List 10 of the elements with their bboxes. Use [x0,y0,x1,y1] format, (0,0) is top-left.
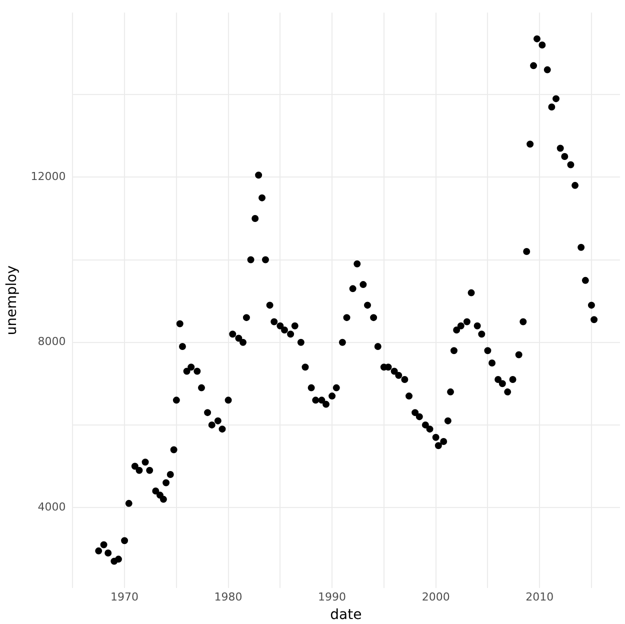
x-axis-title: date [330,607,362,624]
x-tick-label: 1990 [318,590,346,604]
y-axis-title: unemploy [4,265,20,336]
y-tick-label: 12000 [30,170,66,184]
x-tick-label: 1970 [110,590,139,604]
y-tick-label: 4000 [38,500,66,514]
x-tick-label: 2010 [526,590,554,604]
x-tick-label: 2000 [422,590,450,604]
y-tick-label: 8000 [38,335,66,348]
x-tick-label: 1980 [214,590,242,604]
